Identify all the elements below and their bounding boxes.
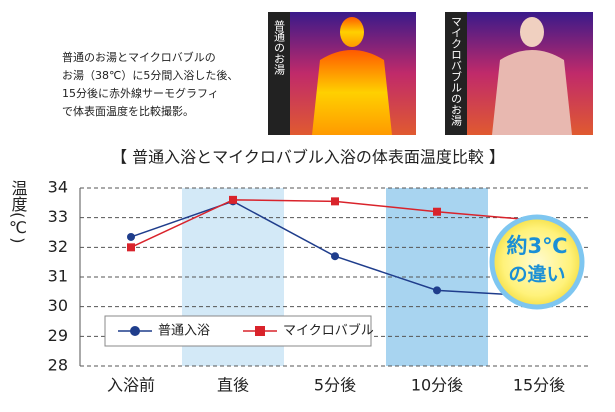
legend-label: マイクロバブル xyxy=(283,323,374,339)
photo-label: 普通のお湯 xyxy=(273,19,286,76)
chart-title: 【 普通入浴とマイクロバブル入浴の体表面温度比較 】 xyxy=(111,148,505,167)
y-tick-label: 32 xyxy=(48,237,68,256)
y-tick-label: 31 xyxy=(48,267,68,286)
legend-marker xyxy=(130,326,140,336)
y-axis-label: 温度(℃) xyxy=(8,180,27,243)
y-tick-label: 30 xyxy=(48,296,68,315)
photo-label: マイクロバブルのお湯 xyxy=(450,16,463,127)
point xyxy=(433,286,441,295)
intro-text: お湯（38℃）に5分間入浴した後、 xyxy=(62,68,238,82)
x-tick-label: 直後 xyxy=(217,376,249,395)
y-tick-label: 28 xyxy=(48,356,68,375)
thermal-photo xyxy=(445,12,593,135)
point xyxy=(127,243,135,252)
x-tick-label: 15分後 xyxy=(513,376,565,395)
point xyxy=(331,197,339,206)
point xyxy=(229,195,237,204)
y-tick-label: 33 xyxy=(48,207,68,226)
annotation: 約3℃ の違い xyxy=(489,214,585,310)
intro-text: 普通のお湯とマイクロバブルの xyxy=(62,50,216,64)
annotation-text: の違い xyxy=(508,263,565,286)
annotation-bubble xyxy=(489,214,585,310)
x-tick-label: 入浴前 xyxy=(107,376,155,395)
intro-text: で体表面温度を比較撮影。 xyxy=(62,104,194,118)
y-tick-label: 29 xyxy=(48,326,68,345)
x-tick-label: 10分後 xyxy=(411,376,463,395)
point xyxy=(127,232,135,241)
x-tick-label: 5分後 xyxy=(314,376,356,395)
point xyxy=(331,252,339,261)
legend-marker xyxy=(255,326,265,336)
annotation-text: 約3℃ xyxy=(506,234,567,258)
thermal-photo xyxy=(268,12,416,135)
y-tick-label: 34 xyxy=(48,178,68,197)
intro-text: 15分後に赤外線サーモグラフィ xyxy=(62,86,219,100)
legend: 普通入浴 マイクロバブル xyxy=(104,315,374,347)
legend-label: 普通入浴 xyxy=(158,324,210,339)
point xyxy=(433,207,441,216)
